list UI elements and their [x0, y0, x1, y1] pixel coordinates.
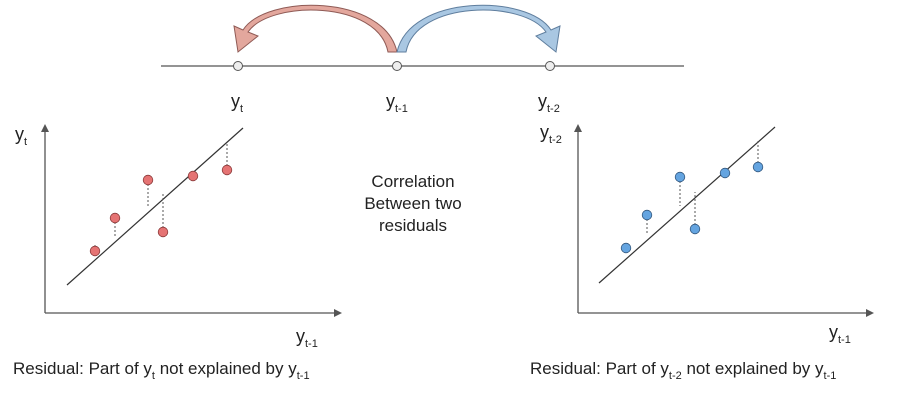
- caption-sub: t-1: [823, 370, 837, 382]
- caption-sub: t-2: [668, 370, 682, 382]
- right-points: [620, 161, 764, 254]
- data-point: [641, 209, 653, 221]
- data-point: [109, 212, 121, 224]
- caption-var: y: [288, 359, 297, 378]
- caption-text: Residual: Part of: [530, 359, 661, 378]
- data-point: [620, 242, 632, 254]
- center-annotation: Correlation Between two residuals: [348, 171, 478, 237]
- right-x-label: yt-1: [829, 322, 851, 346]
- data-point: [142, 174, 154, 186]
- arrow-to-yt2: [396, 4, 561, 53]
- right-regression-line: [598, 126, 776, 284]
- caption-var: y: [143, 359, 152, 378]
- left-points: [89, 164, 233, 257]
- timeline-node-yt2: [545, 61, 555, 71]
- right-y-label: yt-2: [540, 122, 562, 146]
- data-point: [719, 167, 731, 179]
- timeline: yt yt-1 yt-2: [161, 61, 684, 115]
- data-point: [689, 223, 701, 235]
- timeline-label-yt2: yt-2: [538, 91, 560, 115]
- right-plot: yt-2 yt-1: [540, 122, 874, 346]
- left-y-label: yt: [15, 124, 27, 148]
- caption-sub: t-1: [296, 370, 310, 382]
- data-point: [752, 161, 764, 173]
- arrow-to-yt: [233, 4, 398, 53]
- timeline-node-yt: [233, 61, 243, 71]
- center-line-3: residuals: [378, 216, 448, 235]
- timeline-node-yt1: [392, 61, 402, 71]
- caption-text: not explained by: [154, 359, 289, 378]
- caption-var: y: [660, 359, 669, 378]
- data-point: [674, 171, 686, 183]
- timeline-label-yt1: yt-1: [386, 91, 408, 115]
- data-point: [221, 164, 233, 176]
- left-plot: yt yt-1: [15, 124, 342, 350]
- data-point: [89, 245, 101, 257]
- center-line-2: Between two: [364, 194, 462, 213]
- timeline-label-yt: yt: [231, 91, 243, 115]
- caption-var: y: [815, 359, 824, 378]
- caption-text: not explained by: [681, 359, 816, 378]
- data-point: [157, 226, 169, 238]
- left-x-label: yt-1: [296, 326, 318, 350]
- curved-arrows: [233, 4, 561, 53]
- data-point: [187, 170, 199, 182]
- right-caption: Residual: Part of yt-2 not explained by …: [530, 359, 836, 382]
- caption-sub: t: [151, 370, 155, 382]
- left-caption: Residual: Part of yt not explained by yt…: [13, 359, 310, 382]
- center-line-1: Correlation: [371, 172, 455, 191]
- left-regression-line: [66, 127, 244, 286]
- caption-text: Residual: Part of: [13, 359, 144, 378]
